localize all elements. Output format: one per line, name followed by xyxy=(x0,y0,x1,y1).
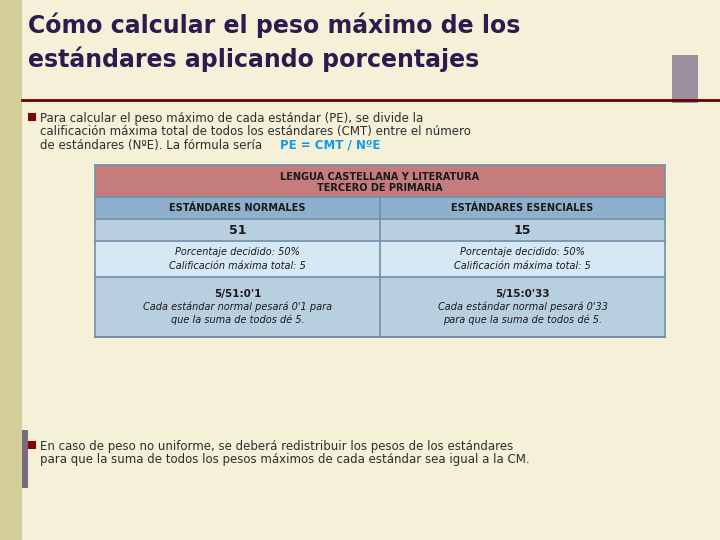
Text: PE = CMT / NºE: PE = CMT / NºE xyxy=(280,139,380,152)
Text: Calificación máxima total: 5: Calificación máxima total: 5 xyxy=(454,261,591,271)
Text: 51: 51 xyxy=(229,224,246,237)
Text: Calificación máxima total: 5: Calificación máxima total: 5 xyxy=(169,261,306,271)
Text: de estándares (NºE). La fórmula sería: de estándares (NºE). La fórmula sería xyxy=(40,139,266,152)
Bar xyxy=(95,277,665,337)
Text: estándares aplicando porcentajes: estándares aplicando porcentajes xyxy=(28,47,480,72)
Text: En caso de peso no uniforme, se deberá redistribuir los pesos de los estándares: En caso de peso no uniforme, se deberá r… xyxy=(40,440,513,453)
Text: 5/15:0'33: 5/15:0'33 xyxy=(495,289,550,299)
Text: 15: 15 xyxy=(514,224,531,237)
Text: LENGUA CASTELLANA Y LITERATURA: LENGUA CASTELLANA Y LITERATURA xyxy=(280,172,480,182)
Text: Porcentaje decidido: 50%: Porcentaje decidido: 50% xyxy=(175,247,300,257)
Bar xyxy=(0,0,22,540)
Text: Porcentaje decidido: 50%: Porcentaje decidido: 50% xyxy=(460,247,585,257)
Bar xyxy=(672,55,698,103)
Bar xyxy=(28,113,36,121)
Text: TERCERO DE PRIMARIA: TERCERO DE PRIMARIA xyxy=(318,183,443,193)
Text: Cada estándar normal pesará 0'33: Cada estándar normal pesará 0'33 xyxy=(438,302,608,312)
Text: calificación máxima total de todos los estándares (CMT) entre el número: calificación máxima total de todos los e… xyxy=(40,125,471,138)
Bar xyxy=(95,241,665,277)
Text: ESTÁNDARES NORMALES: ESTÁNDARES NORMALES xyxy=(169,203,306,213)
Text: que la suma de todos dé 5.: que la suma de todos dé 5. xyxy=(171,315,305,325)
Bar xyxy=(22,430,28,488)
Text: para que la suma de todos los pesos máximos de cada estándar sea igual a la CM.: para que la suma de todos los pesos máxi… xyxy=(40,454,530,467)
Text: para que la suma de todos dé 5.: para que la suma de todos dé 5. xyxy=(443,315,602,325)
Bar xyxy=(95,219,665,241)
Bar xyxy=(28,441,36,449)
Bar xyxy=(95,165,665,197)
Bar xyxy=(95,197,665,219)
Text: Cada estándar normal pesará 0'1 para: Cada estándar normal pesará 0'1 para xyxy=(143,302,332,312)
Text: Cómo calcular el peso máximo de los: Cómo calcular el peso máximo de los xyxy=(28,12,521,37)
Text: Para calcular el peso máximo de cada estándar (PE), se divide la: Para calcular el peso máximo de cada est… xyxy=(40,112,423,125)
Text: ESTÁNDARES ESENCIALES: ESTÁNDARES ESENCIALES xyxy=(451,203,593,213)
Text: 5/51:0'1: 5/51:0'1 xyxy=(214,289,261,299)
